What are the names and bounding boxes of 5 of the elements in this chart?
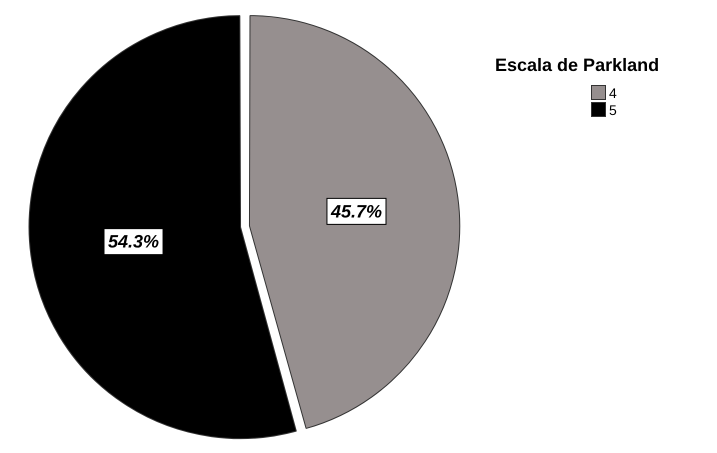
legend-title: Escala de Parkland xyxy=(495,55,660,76)
legend-label: 4 xyxy=(609,84,617,100)
data-label: 45.7% xyxy=(330,201,382,222)
legend-label: 5 xyxy=(609,102,617,118)
data-label: 54.3% xyxy=(108,232,160,252)
